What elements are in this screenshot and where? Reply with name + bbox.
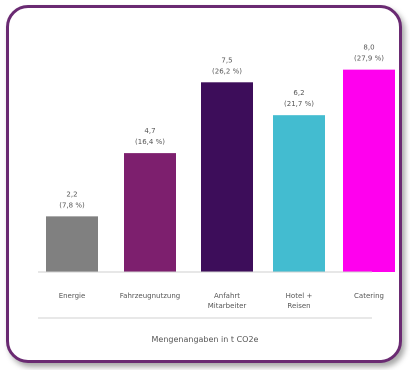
category-label-3-line-1: Anfahrt (214, 292, 240, 300)
percent-label-1: (7,8 %) (59, 201, 85, 209)
percent-label-5: (27,9 %) (354, 55, 384, 63)
value-label-5: 8,0 (363, 44, 374, 52)
bar-3 (201, 82, 253, 272)
percent-label-3: (26,2 %) (212, 67, 242, 75)
bar-2 (124, 153, 176, 272)
percent-label-4: (21,7 %) (284, 100, 314, 108)
category-label-2: Fahrzeugnutzung (120, 292, 180, 300)
category-label-1: Energie (59, 292, 86, 300)
category-label-3-line-2: Mitarbeiter (208, 302, 247, 310)
bar-4 (273, 115, 325, 272)
value-label-2: 4,7 (144, 127, 155, 135)
bar-1 (46, 216, 98, 272)
category-label-5: Catering (354, 292, 384, 300)
value-label-4: 6,2 (293, 89, 304, 97)
category-label-4-line-2: Reisen (287, 302, 310, 310)
footnote-label: Mengenangaben in t CO2e (152, 335, 259, 344)
category-label-4-line-1: Hotel + (286, 292, 313, 300)
percent-label-2: (16,4 %) (135, 138, 165, 146)
value-label-3: 7,5 (221, 56, 232, 64)
value-label-1: 2,2 (66, 190, 77, 198)
bar-5 (343, 69, 395, 272)
